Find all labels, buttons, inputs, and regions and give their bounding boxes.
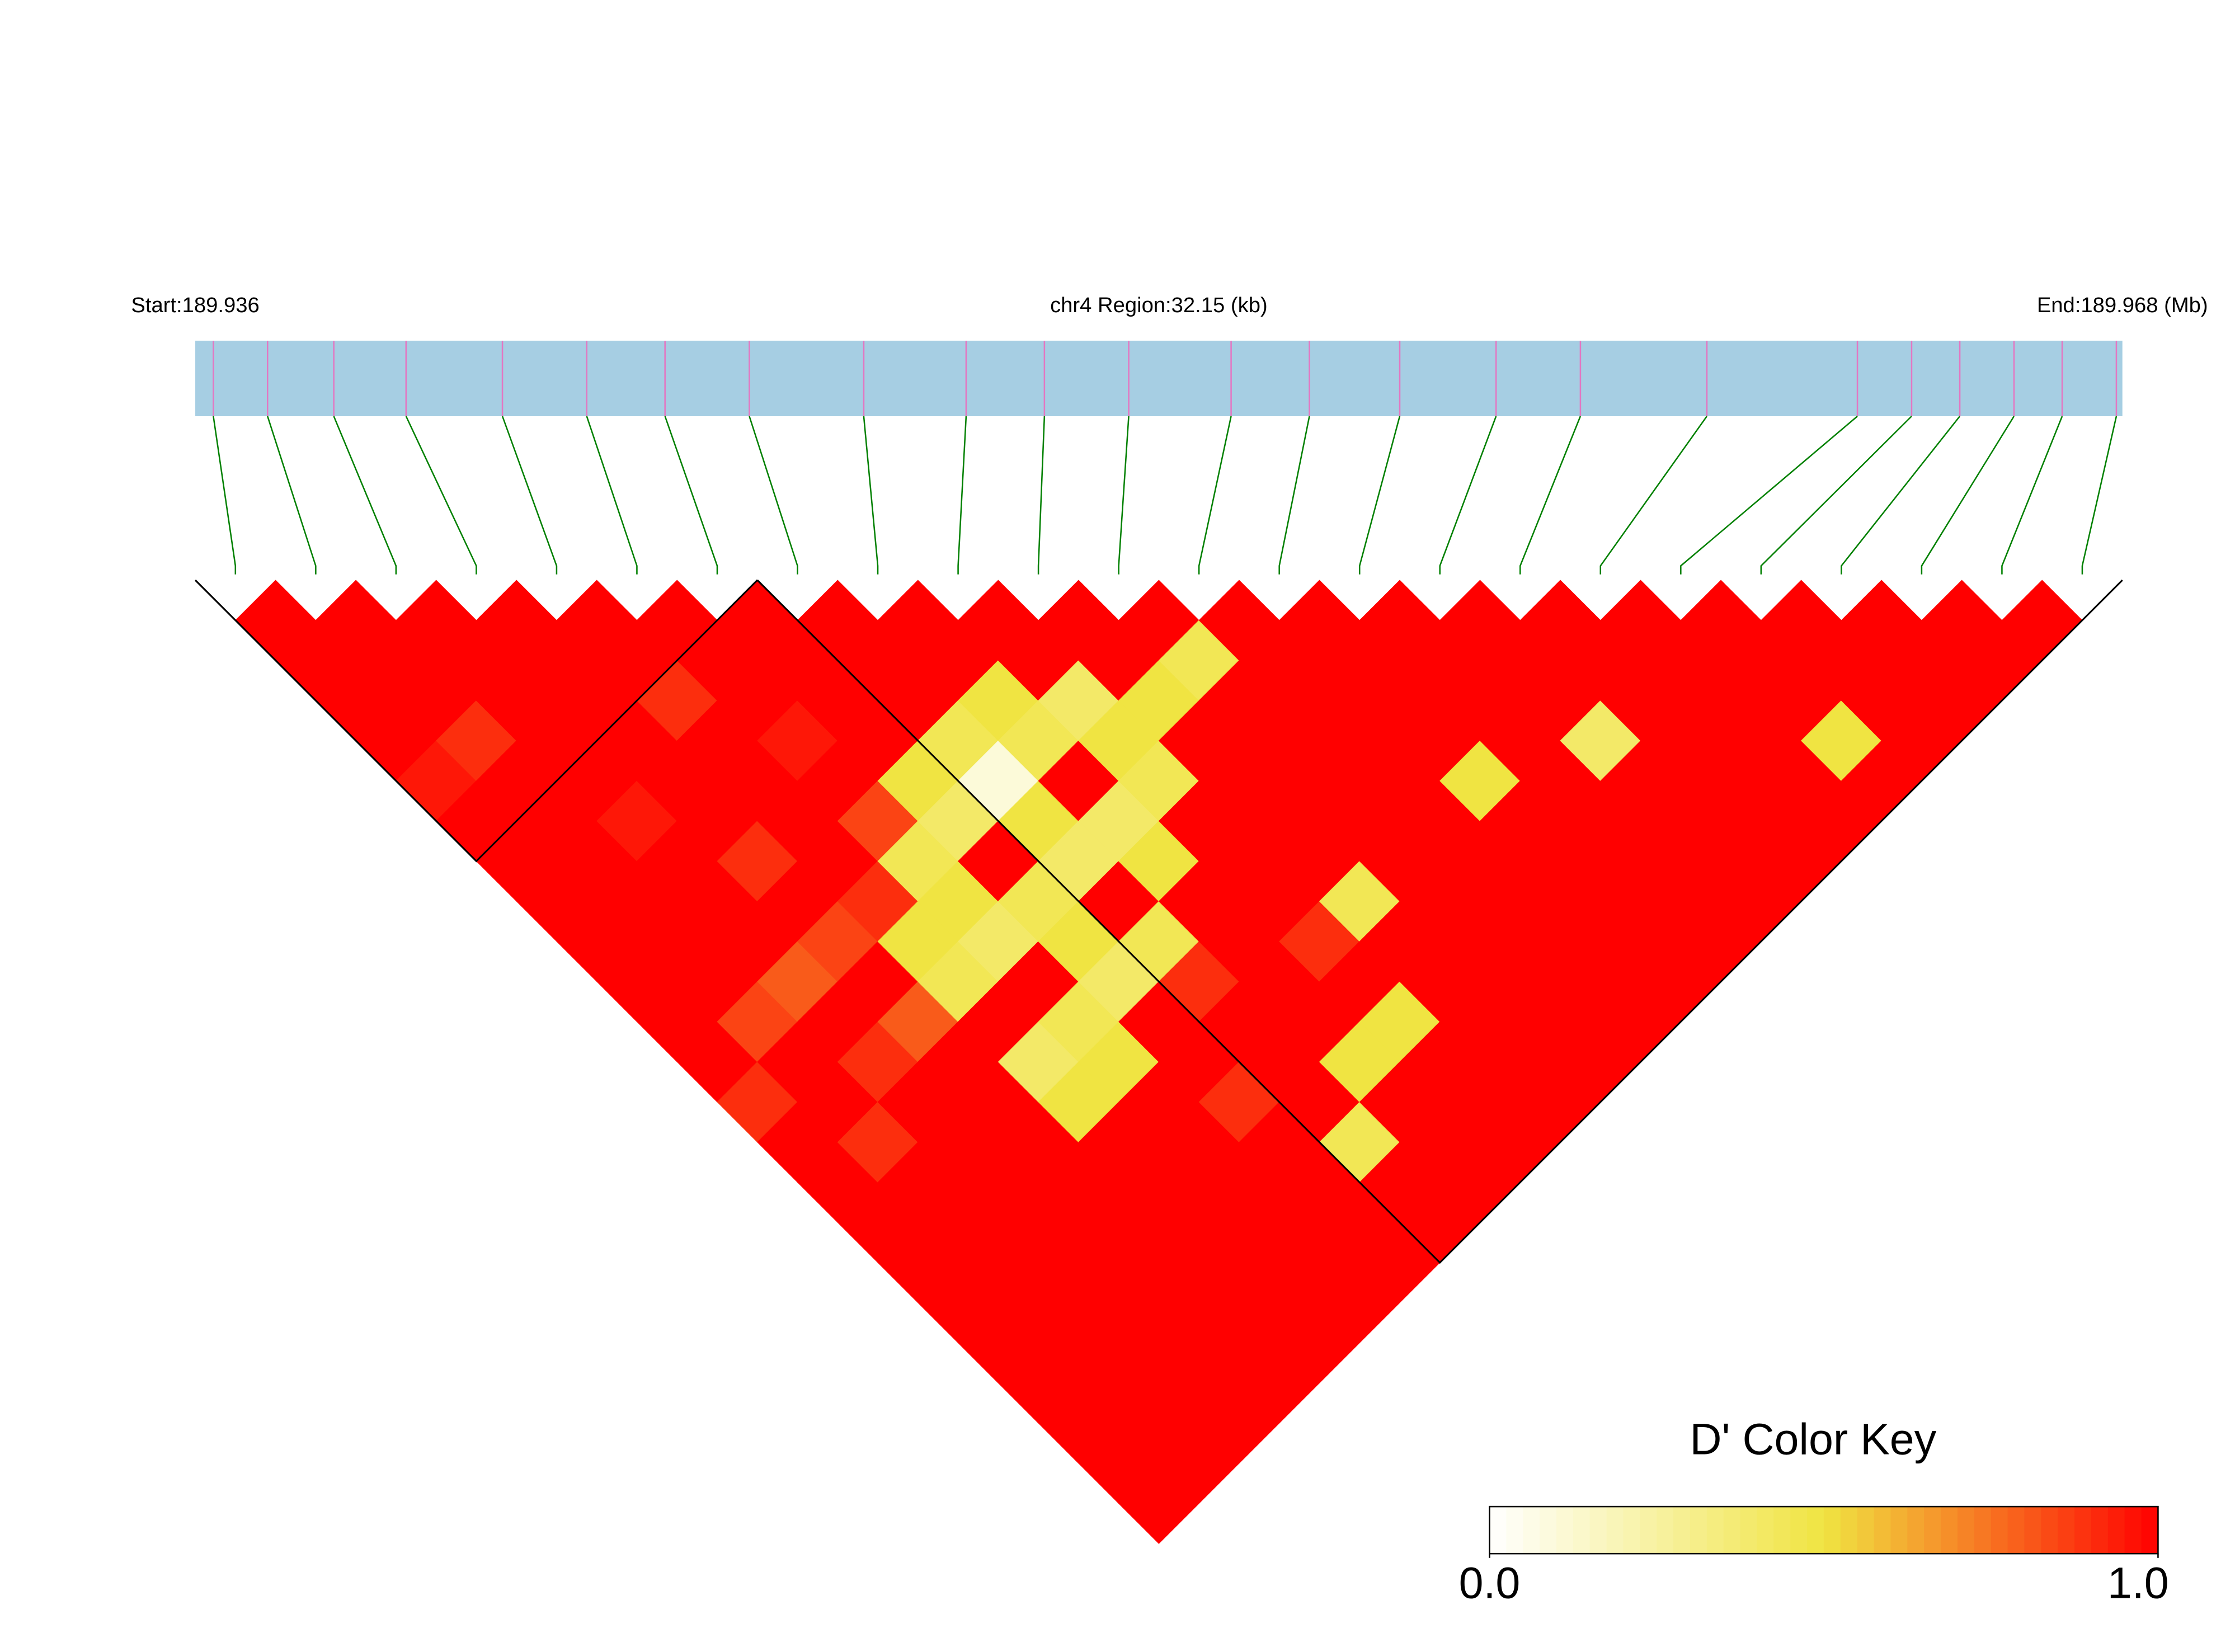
color-key-step (1807, 1507, 1824, 1554)
color-key-step (1790, 1507, 1808, 1554)
snp-link (664, 416, 718, 575)
color-key-step (1589, 1507, 1607, 1554)
color-key-step (1673, 1507, 1691, 1554)
color-key-step (1523, 1507, 1541, 1554)
color-key-title: D' Color Key (1690, 1414, 1936, 1463)
ld-block-outline (756, 579, 2123, 1264)
color-key-step (1540, 1507, 1557, 1554)
color-key-frame (1489, 1505, 2159, 1555)
snp-link (1599, 416, 1708, 575)
ld-block-outline (194, 579, 758, 863)
color-key-step (1740, 1507, 1758, 1554)
color-key-step (1573, 1507, 1591, 1554)
color-key-step (2141, 1507, 2159, 1554)
color-key-step (1840, 1507, 1858, 1554)
color-key-step (2091, 1507, 2109, 1554)
snp-link (1118, 416, 1130, 575)
color-key-step (1640, 1507, 1658, 1554)
color-key-step (1857, 1507, 1875, 1554)
color-key-step (2124, 1507, 2142, 1554)
color-key-step (2107, 1507, 2125, 1554)
color-key-step (1489, 1507, 1507, 1554)
color-key-step (1657, 1507, 1674, 1554)
color-key-step (1506, 1507, 1524, 1554)
snp-link (1198, 416, 1232, 575)
color-key-step (1556, 1507, 1574, 1554)
color-key-step (1924, 1507, 1942, 1554)
region-bar (195, 340, 2123, 416)
snp-link (1358, 416, 1401, 575)
snp-link (1841, 416, 1961, 575)
color-key-step (1974, 1507, 1992, 1554)
color-key-step (1890, 1507, 1908, 1554)
color-key-step (1757, 1507, 1775, 1554)
snp-link (405, 416, 477, 575)
color-key-step (2041, 1507, 2059, 1554)
snp-link (501, 416, 558, 575)
snp-link (749, 416, 798, 575)
color-key-step (2074, 1507, 2092, 1554)
color-key-step (1907, 1507, 1925, 1554)
color-key-step (1706, 1507, 1724, 1554)
snp-link (267, 416, 317, 575)
start-label: Start:189.936 (131, 293, 259, 317)
color-key-step (1690, 1507, 1707, 1554)
snp-link (1439, 416, 1497, 575)
color-key-step (2058, 1507, 2076, 1554)
color-key-step (2007, 1507, 2025, 1554)
snp-link (1680, 416, 1858, 575)
snp-link (863, 416, 879, 575)
color-key-step (1723, 1507, 1741, 1554)
snp-link (1037, 416, 1046, 575)
snp-link (333, 416, 397, 575)
snp-link (1921, 416, 2015, 575)
snp-link (213, 416, 237, 575)
color-key-step (2024, 1507, 2042, 1554)
snp-link (586, 416, 638, 575)
snp-link (2081, 416, 2118, 575)
color-key-step (1773, 1507, 1791, 1554)
color-key-tick-label: 0.0 (1459, 1559, 1521, 1608)
color-key-step (1941, 1507, 1958, 1554)
snp-link (1278, 416, 1310, 575)
region-label: chr4 Region:32.15 (kb) (1050, 293, 1268, 317)
snp-link (2001, 416, 2063, 575)
color-key-step (1874, 1507, 1891, 1554)
color-key-step (1991, 1507, 2008, 1554)
snp-link (1760, 416, 1912, 575)
color-key-step (1957, 1507, 1975, 1554)
color-key-step (1823, 1507, 1841, 1554)
end-label: End:189.968 (Mb) (2037, 293, 2208, 317)
color-key-step (1606, 1507, 1624, 1554)
color-key-step (1623, 1507, 1641, 1554)
color-key-tick-label: 1.0 (2107, 1559, 2169, 1608)
snp-link (1519, 416, 1582, 575)
snp-link (957, 416, 967, 575)
